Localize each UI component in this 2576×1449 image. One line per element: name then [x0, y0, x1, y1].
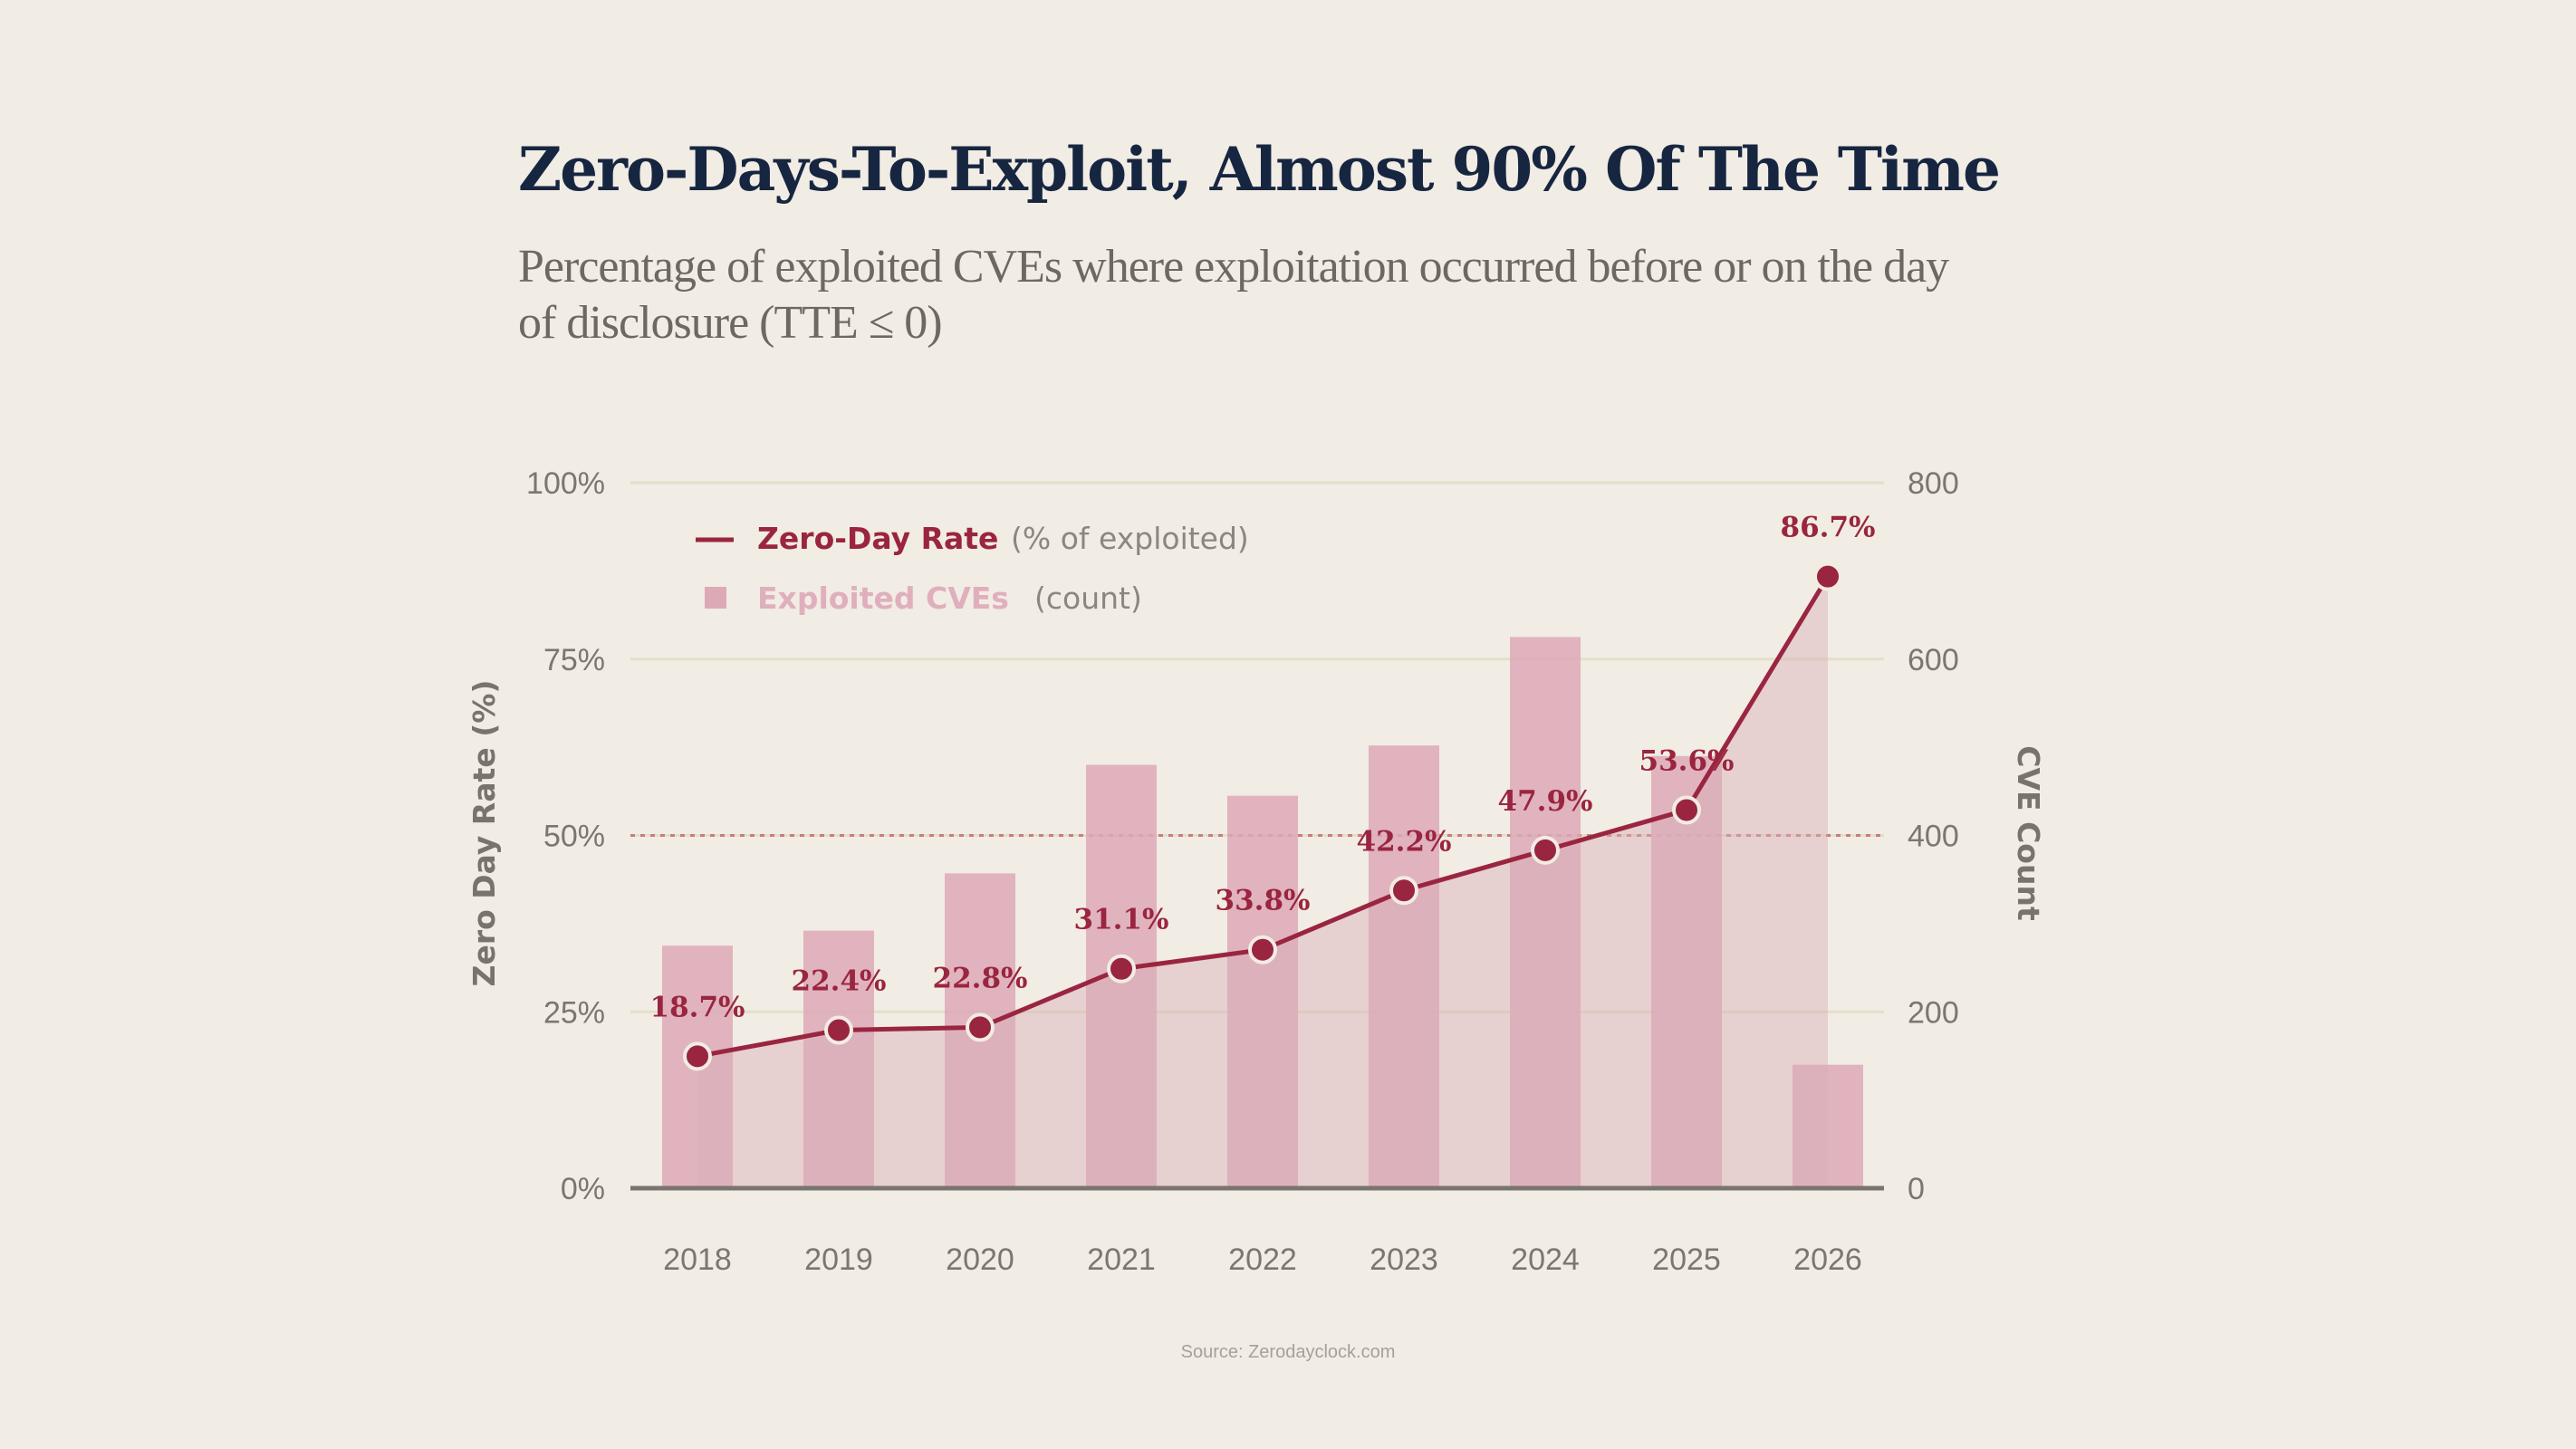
legend-bar-swatch: [705, 587, 726, 609]
bars: [662, 637, 1863, 1188]
rate-label-2018: 18.7%: [650, 991, 745, 1023]
x-tick-2019: 2019: [804, 1243, 873, 1277]
rate-label-2026: 86.7%: [1781, 512, 1876, 544]
legend: Zero-Day Rate (% of exploited) Exploited…: [696, 521, 1249, 616]
legend-line-suffix: (% of exploited): [1011, 521, 1249, 556]
rate-label-2022: 33.8%: [1216, 885, 1311, 917]
bar-2026: [1793, 1064, 1863, 1188]
y-axis-left-title: Zero Day Rate (%): [466, 680, 502, 987]
rate-label-2020: 22.8%: [933, 962, 1028, 994]
bar-2023: [1369, 745, 1439, 1188]
value-labels: 18.7% 22.4% 22.8% 31.1% 33.8% 42.2% 47.9% 53.6%…: [650, 512, 1876, 1024]
rate-line: [683, 561, 1842, 1071]
axes: 0% 25% 50% 75% 100% 0 200 400 600 800 2018 2019 2020…: [526, 466, 1959, 1277]
rate-point-2021: [1107, 954, 1136, 984]
rate-label-2019: 22.4%: [792, 965, 887, 998]
x-tick-2022: 2022: [1228, 1243, 1297, 1277]
chart-subtitle: Percentage of exploited CVEs where explo…: [518, 241, 1949, 349]
y-tick-left: 50%: [543, 820, 605, 854]
y-tick-right: 0: [1908, 1172, 1925, 1206]
rate-point-2024: [1531, 835, 1560, 865]
x-tick-2023: 2023: [1370, 1243, 1438, 1277]
x-tick-2024: 2024: [1511, 1243, 1580, 1277]
rate-label-2023: 42.2%: [1357, 825, 1452, 858]
rate-point-2025: [1672, 795, 1701, 825]
y-tick-left: 100%: [526, 466, 605, 501]
chart-title: Zero-Days-To-Exploit, Almost 90% Of The …: [518, 134, 2001, 205]
y-axis-right-title: CVE Count: [2011, 745, 2046, 921]
y-tick-right: 400: [1908, 820, 1959, 854]
bar-2024: [1510, 637, 1581, 1188]
x-tick-2026: 2026: [1793, 1243, 1862, 1277]
bar-2019: [803, 930, 874, 1188]
rate-point-2022: [1248, 935, 1277, 964]
rate-label-2021: 31.1%: [1074, 904, 1169, 936]
rate-point-2020: [966, 1012, 995, 1042]
x-tick-2020: 2020: [946, 1243, 1014, 1277]
rate-label-2024: 47.9%: [1498, 785, 1593, 818]
y-tick-right: 600: [1908, 643, 1959, 677]
y-tick-right: 800: [1908, 466, 1959, 501]
x-tick-2018: 2018: [663, 1243, 732, 1277]
rate-point-2026: [1813, 561, 1842, 591]
legend-bar-label: Exploited CVEs: [757, 581, 1009, 616]
bar-2025: [1651, 755, 1722, 1188]
x-tick-2025: 2025: [1652, 1243, 1721, 1277]
bar-2022: [1227, 795, 1298, 1188]
source-note: Source: Zerodayclock.com: [1180, 1342, 1396, 1362]
legend-bar-suffix: (count): [1034, 581, 1142, 616]
y-tick-left: 0%: [561, 1172, 605, 1206]
y-tick-left: 25%: [543, 995, 605, 1030]
y-tick-left: 75%: [543, 643, 605, 677]
rate-label-2025: 53.6%: [1639, 744, 1735, 777]
x-tick-2021: 2021: [1087, 1243, 1156, 1277]
rate-point-2018: [683, 1041, 712, 1071]
rate-point-2019: [824, 1015, 853, 1045]
legend-line-label: Zero-Day Rate: [757, 521, 998, 556]
y-tick-right: 200: [1908, 995, 1959, 1030]
rate-point-2023: [1389, 876, 1418, 906]
